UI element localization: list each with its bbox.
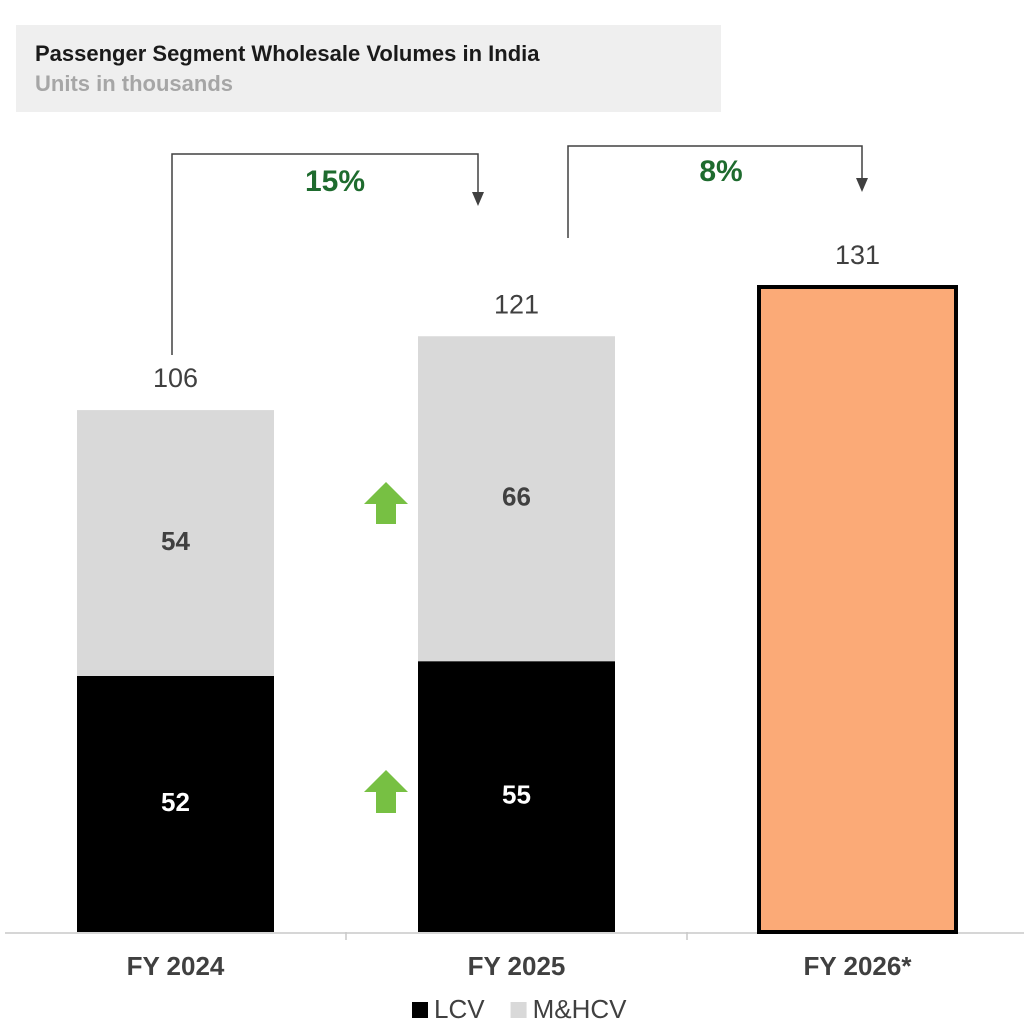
chart-subtitle: Units in thousands <box>35 71 233 96</box>
growth-bracket <box>171 153 479 355</box>
legend-label: M&HCV <box>533 994 628 1022</box>
growth-label: 8% <box>699 155 742 188</box>
total-label: 131 <box>835 240 880 270</box>
arrow-head <box>472 192 484 206</box>
data-label: 54 <box>161 526 190 556</box>
x-tick-label: FY 2026* <box>804 951 913 981</box>
up-arrow <box>364 482 408 524</box>
data-label: 55 <box>502 779 531 809</box>
total-label: 121 <box>494 289 539 319</box>
data-label: 66 <box>502 482 531 512</box>
legend-label: LCV <box>434 994 485 1022</box>
total-bar <box>757 285 958 934</box>
bar-segment <box>77 675 274 932</box>
data-label: 52 <box>161 787 190 817</box>
total-label: 106 <box>153 363 198 393</box>
bar-segment <box>77 410 274 676</box>
title-box <box>16 25 721 112</box>
x-tick-label: FY 2025 <box>468 951 566 981</box>
bar-segment <box>418 661 615 932</box>
chart-title: Passenger Segment Wholesale Volumes in I… <box>35 41 540 66</box>
up-arrow <box>364 770 408 813</box>
arrow-head <box>856 178 868 192</box>
growth-bracket <box>567 145 863 238</box>
legend-swatch <box>510 1002 527 1018</box>
bar-segment <box>418 336 615 662</box>
x-tick-label: FY 2024 <box>127 951 225 981</box>
growth-label: 15% <box>305 165 365 198</box>
legend-swatch <box>412 1002 428 1018</box>
